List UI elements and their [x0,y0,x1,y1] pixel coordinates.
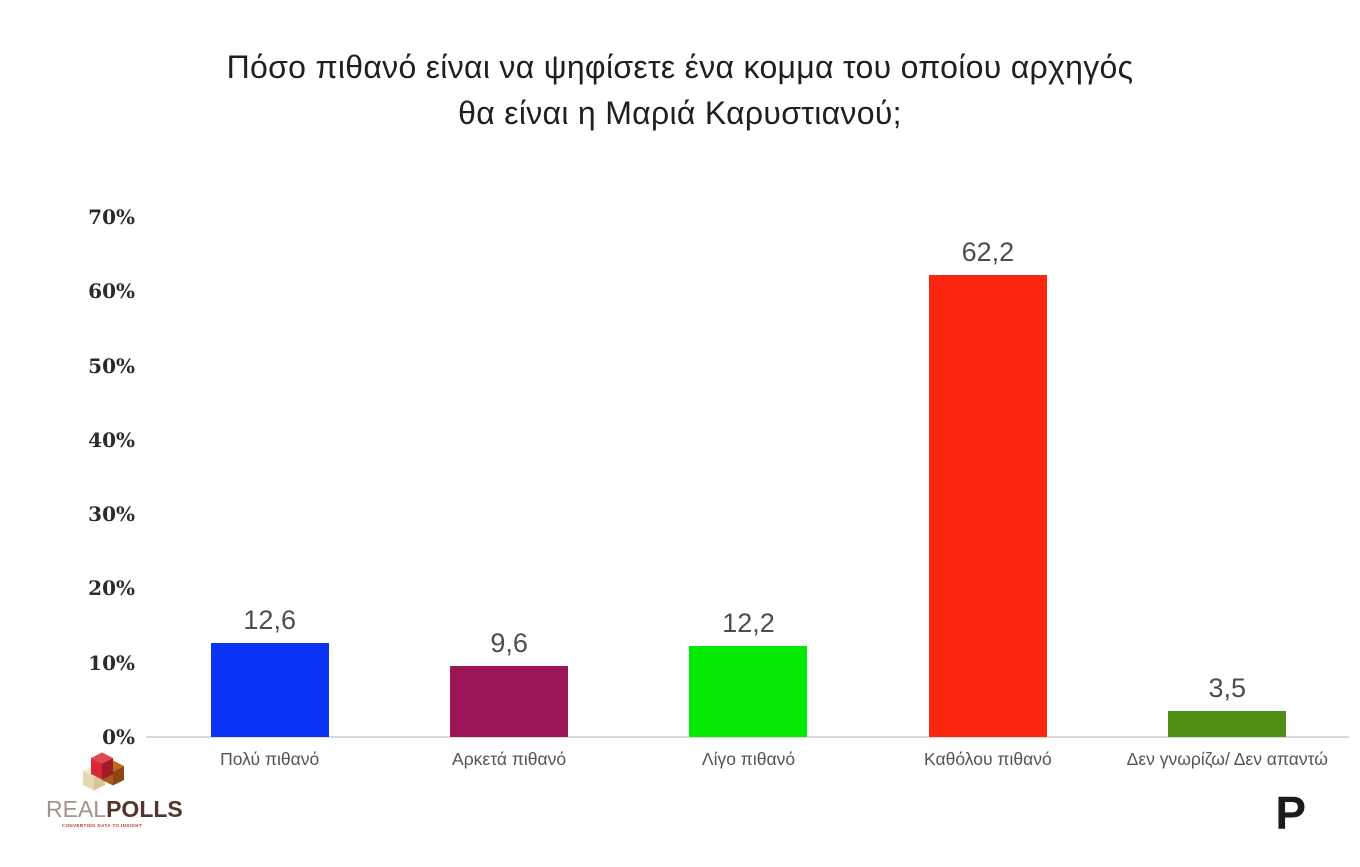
y-axis-tick-label: 30% [88,502,135,527]
chart-title-line-1: Πόσο πιθανό είναι να ψηφίσετε ένα κομμα … [226,49,1134,85]
bar-category-label: Πολύ πιθανό [220,749,320,769]
x-axis-line [146,736,1349,738]
bar-group: 62,2 Καθόλου πιθανό [868,217,1107,769]
realpolls-wordmark-real: REAL [46,796,107,822]
realpolls-tagline: CONVERTING DATA TO INSIGHT [61,823,143,828]
y-axis-tick-label: 60% [88,279,135,304]
bar-category-label: Λίγο πιθανό [701,749,796,769]
bar-group: 12,2 Λίγο πιθανό [629,217,868,769]
bar-category-label: Αρκετά πιθανό [452,749,567,769]
publisher-red-dot-icon [1308,817,1322,831]
y-axis-tick-label: 50% [88,353,135,378]
y-axis-tick-label: 40% [88,427,135,452]
y-axis-tick-label: 70% [88,205,135,229]
y-axis-tick-label: 10% [88,650,135,675]
y-axis: 0% 10% 20% 30% 40% 50% 60% 70% [0,205,135,749]
bar-value-label: 9,6 [490,627,528,658]
realpolls-wordmark-polls: POLLS [106,796,183,822]
bar-category-label: Καθόλου πιθανό [924,749,1052,769]
publisher-logo: P [1275,787,1322,839]
bar-value-label: 12,6 [243,605,296,636]
chart-title: Πόσο πιθανό είναι να ψηφίσετε ένα κομμα … [0,44,1360,136]
bar [1168,711,1287,737]
bar-group: 3,5 Δεν γνωρίζω/ Δεν απαντώ [1108,217,1347,769]
bar-group: 12,6 Πολύ πιθανό [150,217,389,769]
realpolls-wordmark: REALPOLLS [46,796,183,822]
bar-value-label: 12,2 [722,608,775,639]
y-axis-tick-label: 20% [88,576,135,601]
publisher-letter: P [1275,787,1306,839]
plot-area: 12,6 Πολύ πιθανό 9,6 Αρκετά πιθανό 12,2 Λίγο … [146,217,1349,769]
bar [689,646,808,737]
realpolls-cubes-icon [83,752,124,791]
bar [928,274,1047,737]
realpolls-logo: REALPOLLS CONVERTING DATA TO INSIGHT [46,752,183,828]
y-axis-tick-label: 0% [102,725,135,749]
bar-category-label: Δεν γνωρίζω/ Δεν απαντώ [1126,749,1328,769]
chart-title-line-2: θα είναι η Μαριά Καρυστιανού; [458,95,902,132]
bar [210,643,329,737]
bar [450,665,569,737]
bar-value-label: 62,2 [961,236,1015,267]
bar-value-label: 3,5 [1208,673,1247,703]
bar-group: 9,6 Αρκετά πιθανό [389,217,628,769]
